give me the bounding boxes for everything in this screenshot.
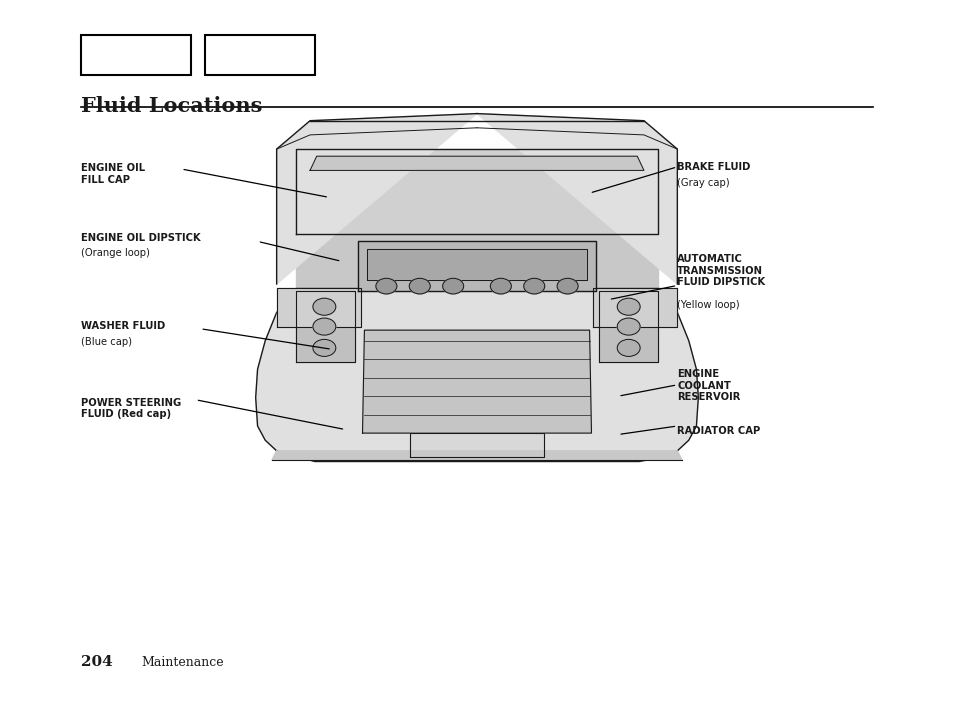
Circle shape: [313, 339, 335, 356]
Text: Fluid Locations: Fluid Locations: [81, 96, 262, 116]
Circle shape: [442, 278, 463, 294]
Polygon shape: [357, 241, 596, 291]
Text: Maintenance: Maintenance: [141, 656, 224, 669]
Bar: [81, 36, 191, 75]
Circle shape: [557, 278, 578, 294]
Polygon shape: [367, 248, 586, 280]
Polygon shape: [276, 114, 476, 284]
Text: (Orange loop): (Orange loop): [81, 248, 150, 258]
Circle shape: [375, 278, 396, 294]
Circle shape: [617, 318, 639, 335]
Text: (Blue cap): (Blue cap): [81, 337, 132, 346]
Polygon shape: [593, 288, 677, 327]
Text: AUTOMATIC
TRANSMISSION
FLUID DIPSTICK: AUTOMATIC TRANSMISSION FLUID DIPSTICK: [677, 254, 764, 288]
Text: ENGINE
COOLANT
RESERVOIR: ENGINE COOLANT RESERVOIR: [677, 369, 740, 403]
Circle shape: [523, 278, 544, 294]
Circle shape: [313, 318, 335, 335]
Polygon shape: [295, 291, 355, 362]
Text: (Yellow loop): (Yellow loop): [677, 300, 740, 310]
Text: ENGINE OIL DIPSTICK: ENGINE OIL DIPSTICK: [81, 233, 200, 243]
Circle shape: [313, 298, 335, 315]
Circle shape: [617, 339, 639, 356]
Polygon shape: [362, 330, 591, 433]
Polygon shape: [598, 291, 658, 362]
Polygon shape: [272, 451, 681, 460]
Text: BRAKE FLUID: BRAKE FLUID: [677, 162, 750, 172]
Circle shape: [617, 298, 639, 315]
Polygon shape: [410, 433, 543, 457]
Text: (Gray cap): (Gray cap): [677, 178, 729, 187]
Polygon shape: [295, 149, 658, 234]
Polygon shape: [295, 234, 658, 288]
Polygon shape: [255, 284, 698, 462]
Circle shape: [490, 278, 511, 294]
Text: RADIATOR CAP: RADIATOR CAP: [677, 426, 760, 436]
Text: WASHER FLUID: WASHER FLUID: [81, 321, 165, 331]
Polygon shape: [310, 156, 643, 170]
Text: ENGINE OIL
FILL CAP: ENGINE OIL FILL CAP: [81, 163, 145, 185]
Circle shape: [409, 278, 430, 294]
Polygon shape: [476, 114, 677, 284]
Bar: [205, 36, 314, 75]
Text: POWER STEERING
FLUID (Red cap): POWER STEERING FLUID (Red cap): [81, 398, 181, 419]
Text: 204: 204: [81, 655, 112, 669]
Polygon shape: [276, 288, 360, 327]
